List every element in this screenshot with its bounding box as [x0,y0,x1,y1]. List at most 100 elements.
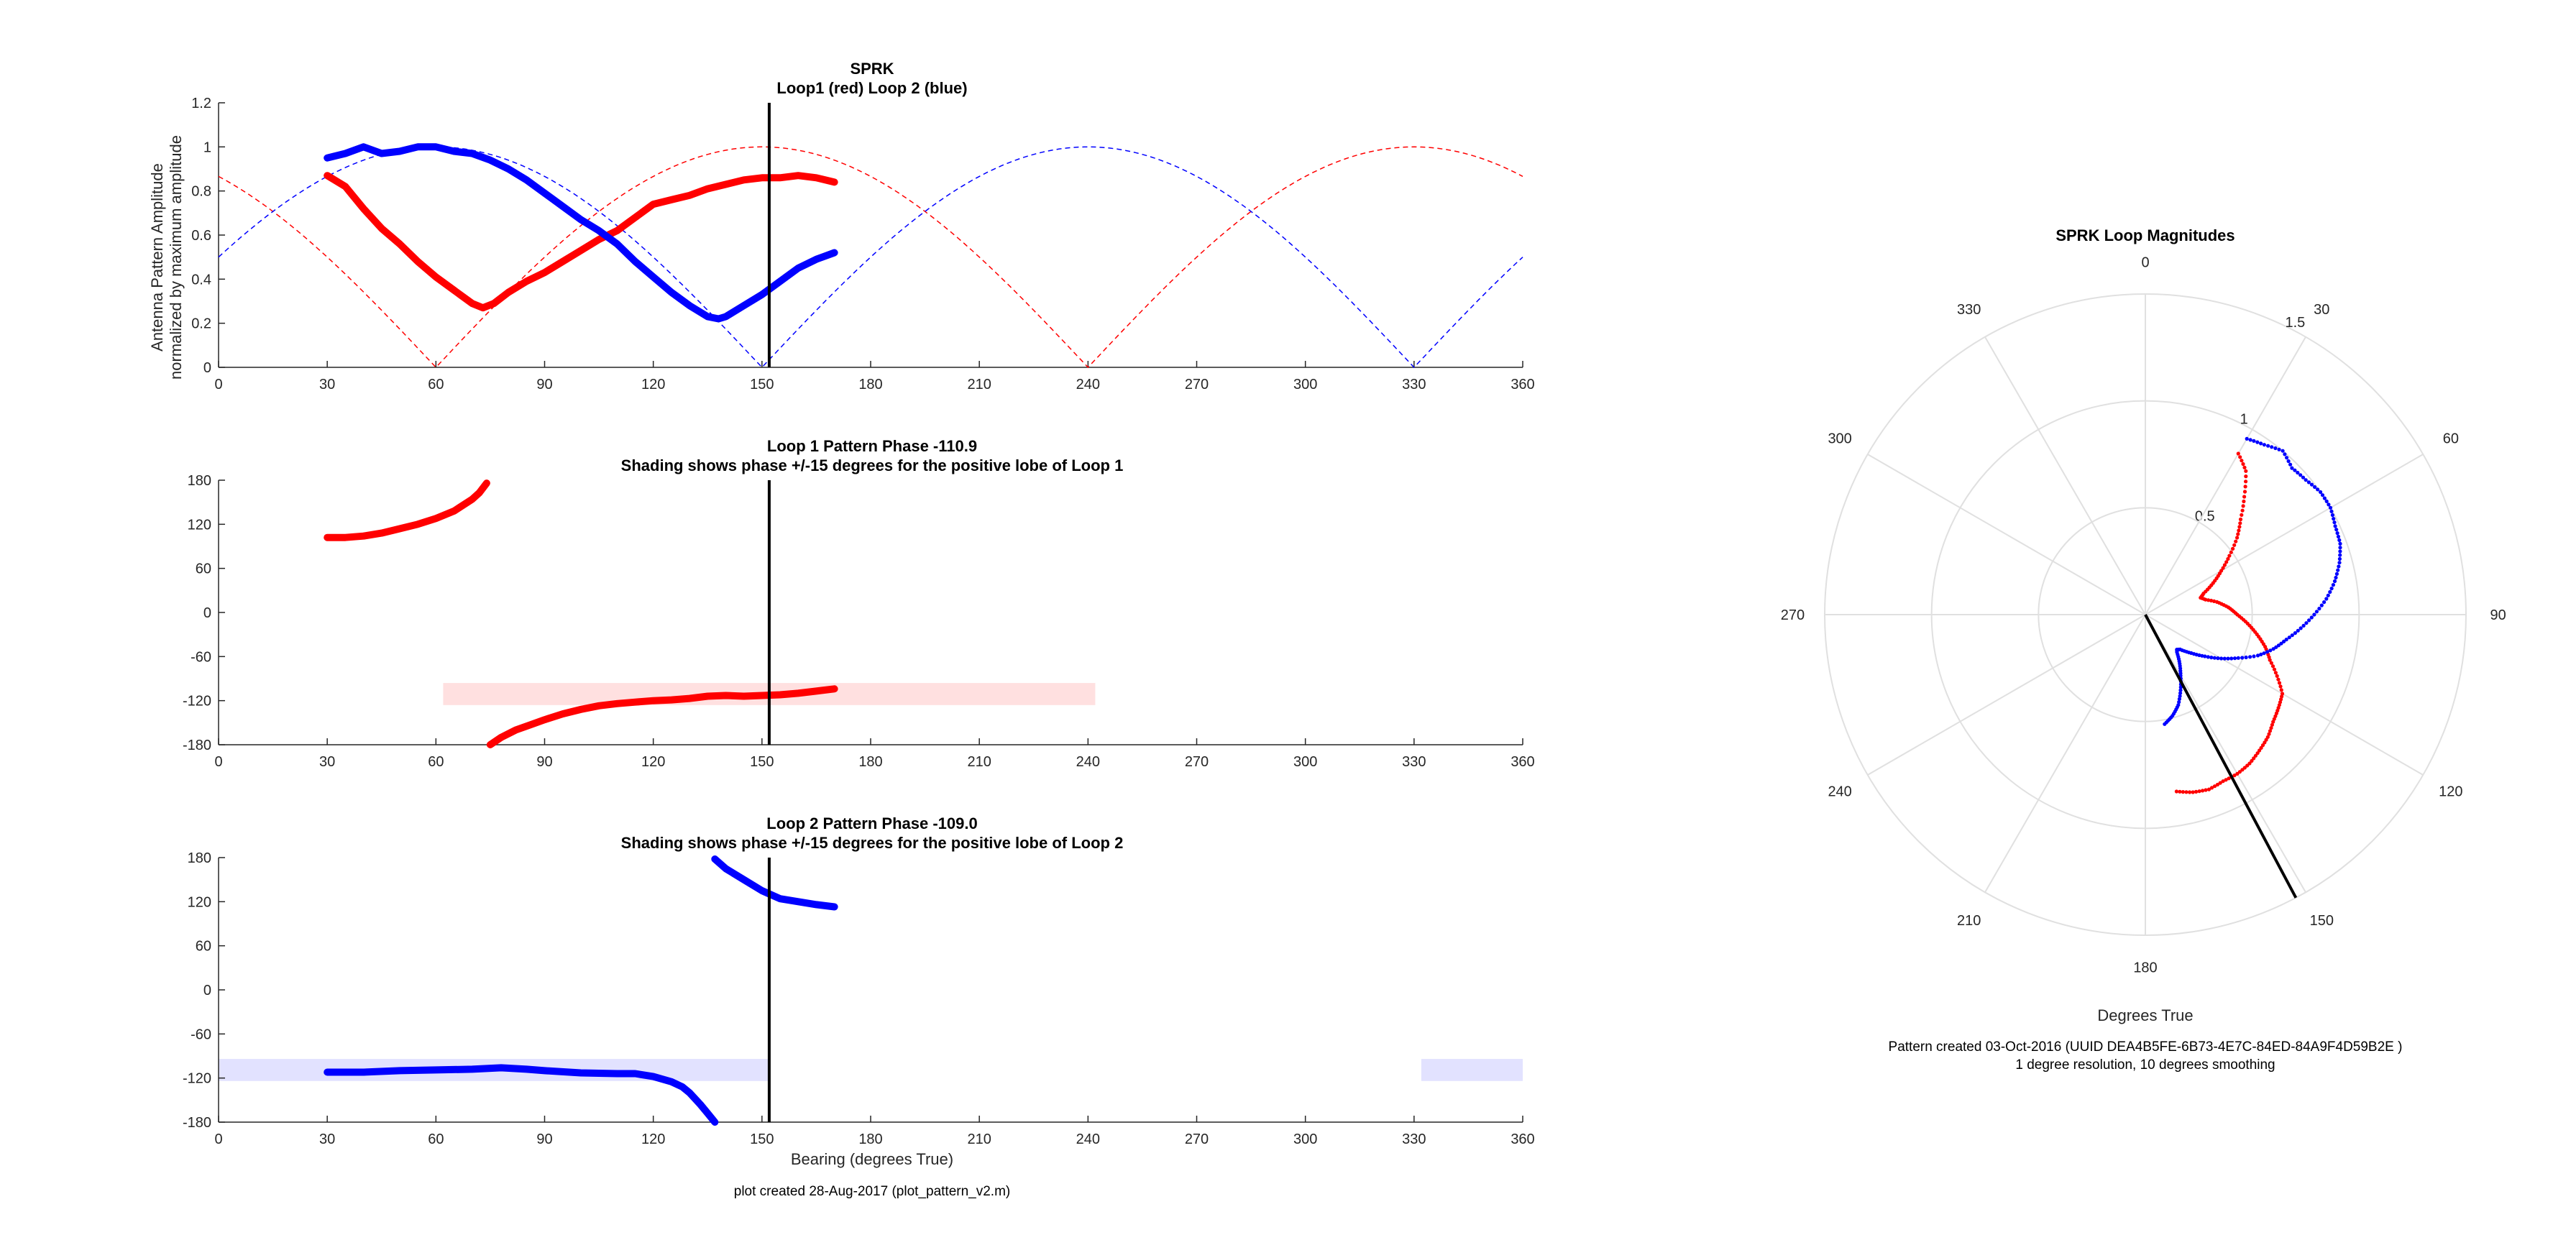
polar-point-loop1 [2272,667,2277,671]
polar-point-loop1 [2238,455,2242,459]
amplitude-x-tick-label: 150 [750,377,774,392]
polar-point-loop1 [2279,697,2283,702]
polar-point-loop2 [2277,447,2281,451]
phase2-panel: Loop 2 Pattern Phase -109.0 Shading show… [183,814,1535,1168]
phase2-x-tick-label: 30 [319,1131,335,1147]
amplitude-y-tick-label: 0.2 [191,316,211,332]
polar-point-loop2 [2338,553,2342,557]
polar-point-loop1 [2268,658,2272,662]
phase1-x-tick-label: 330 [1402,754,1426,770]
polar-point-loop2 [2319,490,2323,495]
polar-point-loop2 [2279,641,2283,646]
polar-grid-spoke [2145,336,2306,615]
polar-point-loop2 [2266,444,2270,448]
amplitude-ylabel: Antenna Pattern Amplitude [148,163,166,352]
polar-point-loop2 [2286,459,2291,464]
polar-point-loop2 [2259,441,2263,446]
polar-point-loop1 [2231,546,2235,551]
phase1-y-tick-label: -60 [191,649,211,665]
polar-point-loop1 [2242,465,2247,470]
phase1-series-loop1 [486,685,838,748]
polar-point-loop2 [2304,478,2308,482]
polar-point-loop1 [2232,543,2237,547]
phase2-x-tick-label: 180 [858,1131,882,1147]
polar-point-loop1 [2269,661,2273,665]
phase2-subtitle: Shading shows phase +/-15 degrees for th… [621,834,1124,852]
polar-point-loop1 [2209,786,2214,790]
polar-angle-label: 60 [2443,431,2459,447]
amplitude-ylabel-2: normalized by maximum amplitude [167,135,185,380]
polar-point-loop2 [2252,439,2256,444]
phase2-x-tick-label: 330 [1402,1131,1426,1147]
polar-point-loop2 [2330,513,2334,518]
polar-point-loop2 [2200,653,2204,658]
phase1-y-tick-label: 180 [188,473,211,489]
polar-angle-label: 330 [1957,302,1981,318]
polar-point-loop1 [2174,789,2178,794]
amplitude-subtitle: Loop1 (red) Loop 2 (blue) [776,79,967,97]
polar-point-loop2 [2329,509,2334,514]
amplitude-panel: SPRK Loop1 (red) Loop 2 (blue) Antenna P… [148,60,1535,392]
polar-point-loop2 [2338,546,2342,550]
polar-point-loop2 [2244,655,2248,660]
polar-point-loop2 [2274,645,2278,649]
phase1-x-tick-label: 30 [319,754,335,770]
polar-bearing-line [2144,614,2298,899]
polar-angle-label: 210 [1957,913,1981,929]
phase1-y-tick-label: 0 [203,605,211,621]
polar-point-loop1 [2237,525,2242,529]
polar-point-loop1 [2272,717,2276,721]
polar-grid-spoke [1867,454,2146,615]
polar-point-loop2 [2322,600,2327,605]
polar-point-loop1 [2206,787,2211,791]
phase1-x-tick-label: 0 [214,754,222,770]
polar-point-loop2 [2298,626,2303,630]
polar-point-loop2 [2306,480,2311,485]
phase2-y-tick-label: 60 [196,939,211,955]
polar-point-loop1 [2277,681,2282,685]
phase1-y-tick-label: -180 [183,738,211,753]
phase1-subtitle: Shading shows phase +/-15 degrees for th… [621,456,1124,474]
polar-panel: SPRK Loop Magnitudes Degrees True Patter… [1781,226,2506,1073]
polar-point-loop1 [2274,711,2278,716]
phase1-x-tick-label: 120 [641,754,665,770]
polar-point-loop2 [2288,462,2293,467]
polar-point-loop1 [2237,528,2241,533]
polar-point-loop1 [2260,743,2265,748]
polar-point-loop1 [2273,671,2278,675]
amplitude-ideal-curve-loop1 [218,146,1523,369]
amplitude-y-tick-label: 0.6 [191,228,211,244]
polar-point-loop1 [2221,779,2225,784]
polar-point-loop1 [2244,479,2248,484]
polar-point-loop1 [2191,790,2195,794]
polar-r-tick-label: 1.5 [2285,315,2305,331]
polar-point-loop2 [2331,583,2335,587]
phase1-y-tick-label: 120 [188,517,211,533]
polar-point-loop1 [2184,790,2188,794]
polar-point-loop1 [2265,735,2270,739]
phase1-x-tick-label: 150 [750,754,774,770]
polar-point-loop1 [2242,490,2247,494]
amplitude-x-tick-label: 60 [428,377,444,392]
polar-point-loop2 [2216,656,2220,661]
phase2-y-tick-label: -60 [191,1027,211,1042]
polar-point-loop1 [2237,770,2242,774]
phase2-title: Loop 2 Pattern Phase -109.0 [766,814,977,832]
amplitude-x-tick-label: 120 [641,377,665,392]
polar-point-loop2 [2313,485,2317,490]
polar-point-loop1 [2206,598,2211,602]
polar-note-2: 1 degree resolution, 10 degrees smoothin… [2015,1057,2275,1073]
polar-angle-label: 90 [2490,607,2506,623]
polar-point-loop2 [2283,452,2287,456]
amplitude-y-tick-label: 1 [203,139,211,155]
polar-point-loop2 [2316,487,2320,492]
amplitude-title: SPRK [850,60,894,78]
polar-point-loop2 [2332,520,2337,525]
polar-point-loop1 [2212,784,2217,789]
polar-point-loop2 [2232,656,2237,661]
polar-point-loop1 [2278,700,2283,704]
polar-point-loop2 [2334,571,2339,577]
polar-xlabel: Degrees True [2097,1006,2193,1024]
polar-grid-spoke [1984,614,2146,893]
